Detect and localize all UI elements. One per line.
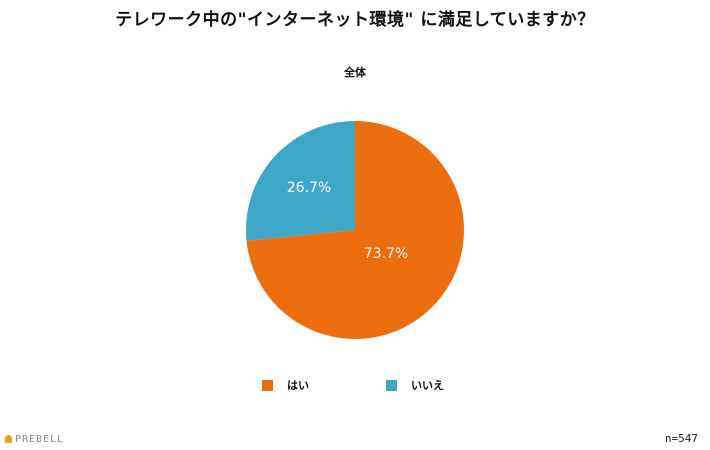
sample-size: n=547 bbox=[664, 432, 698, 445]
pie-slice-yes bbox=[246, 121, 464, 339]
pie-label-yes: 73.7% bbox=[364, 246, 408, 262]
brand-logo: PREBELL bbox=[5, 432, 64, 446]
bell-icon bbox=[5, 435, 12, 443]
legend-item-yes: はい bbox=[262, 377, 309, 393]
legend-swatch-yes bbox=[262, 379, 273, 391]
legend-label-yes: はい bbox=[287, 379, 309, 392]
chart-title: テレワーク中の"インターネット環境" に満足していますか？ bbox=[115, 10, 595, 30]
legend-item-no: いいえ bbox=[386, 377, 444, 393]
legend-label-no: いいえ bbox=[411, 379, 444, 392]
pie-slice-no bbox=[245, 121, 355, 241]
legend-swatch-no bbox=[386, 379, 397, 391]
chart-subtitle: 全体 bbox=[344, 66, 366, 79]
pie-label-no: 26.7% bbox=[287, 180, 331, 196]
brand-logo-text: PREBELL bbox=[15, 433, 65, 445]
legend: はい いいえ bbox=[0, 377, 710, 393]
